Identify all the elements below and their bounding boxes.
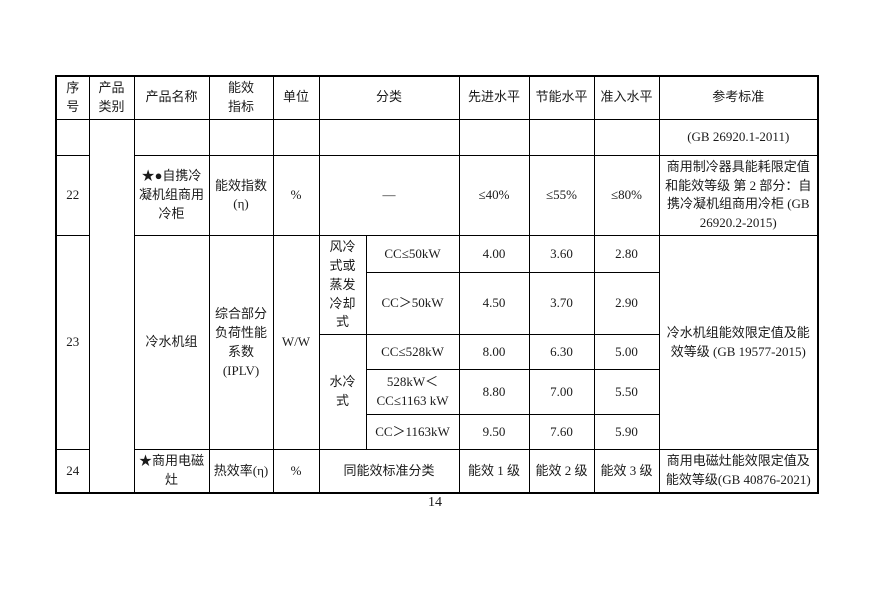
cell-row23-g0r0-range: CC≤50kW <box>365 235 460 274</box>
cell-row22-classification: — <box>318 154 460 237</box>
table-header-row: 序号 产品 类别 产品名称 能效 指标 单位 分类 先进水平 节能水平 准入水平… <box>55 75 819 120</box>
cell-carryover-name <box>133 118 210 156</box>
cell-carryover-entry <box>593 118 660 156</box>
cell-row23-g0r1-range: CC＞50kW <box>365 272 460 336</box>
cell-row23-group0-label: 风冷式或蒸发冷却式 <box>318 235 367 336</box>
cell-row24-unit: % <box>272 449 320 494</box>
cell-row23-indicator: 综合部分负荷性能系数(IPLV) <box>208 235 274 451</box>
cell-row24-reference: 商用电磁灶能效限定值及能效等级(GB 40876-2021) <box>658 449 819 494</box>
cell-row23-g1r1-advanced: 8.80 <box>458 369 530 416</box>
cell-row23-g0r0-entry: 2.80 <box>593 235 660 274</box>
cell-carryover-classification <box>318 118 460 156</box>
header-unit: 单位 <box>272 75 320 120</box>
cell-row24-entry: 能效 3 级 <box>593 449 660 494</box>
cell-row23-g0r1-saving: 3.70 <box>528 272 595 336</box>
cell-row22-index: 22 <box>55 154 90 237</box>
table-row-23-1: 23 冷水机组 综合部分负荷性能系数(IPLV) W/W 风冷式或蒸发冷却式 C… <box>55 235 819 451</box>
header-advanced-level: 先进水平 <box>458 75 530 120</box>
carryover-row: (GB 26920.1-2011) <box>55 118 819 494</box>
cell-row23-g1r2-saving: 7.60 <box>528 414 595 451</box>
header-reference: 参考标准 <box>658 75 819 120</box>
header-saving-level: 节能水平 <box>528 75 595 120</box>
header-entry-level: 准入水平 <box>593 75 660 120</box>
cell-row23-g1r2-range: CC＞1163kW <box>365 414 460 451</box>
table-row-23-2: CC＞50kW 4.50 3.70 2.90 <box>56 272 818 336</box>
cell-row23-g1r1-range: 528kW＜CC≤1163 kW <box>365 369 460 416</box>
cell-row23-g1r0-range: CC≤528kW <box>365 334 460 371</box>
cell-row24-advanced: 能效 1 级 <box>458 449 530 494</box>
cell-row23-index: 23 <box>55 235 90 451</box>
table-row-23-4: 528kW＜CC≤1163 kW 8.80 7.00 5.50 <box>56 369 818 416</box>
table-row-22: 22 ★●自携冷凝机组商用冷柜 能效指数(η) % — ≤40% ≤55% ≤8… <box>55 154 819 237</box>
header-name: 产品名称 <box>133 75 210 120</box>
cell-row24-classification: 同能效标准分类 <box>318 449 460 494</box>
cell-row23-g0r0-saving: 3.60 <box>528 235 595 274</box>
cell-row23-reference: 冷水机组能效限定值及能效等级 (GB 19577-2015) <box>658 235 819 451</box>
cell-row23-unit: W/W <box>272 235 320 451</box>
cell-row22-entry: ≤80% <box>593 154 660 237</box>
cell-product-category <box>88 118 135 494</box>
cell-row23-g1r0-saving: 6.30 <box>528 334 595 371</box>
cell-row23-name: 冷水机组 <box>133 235 210 451</box>
header-category: 产品 类别 <box>88 75 135 120</box>
cell-row24-name: ★商用电磁灶 <box>133 449 210 494</box>
cell-row23-g0r1-entry: 2.90 <box>593 272 660 336</box>
page-number: 14 <box>428 495 442 510</box>
cell-row23-g1r1-saving: 7.00 <box>528 369 595 416</box>
cell-row23-g1r2-advanced: 9.50 <box>458 414 530 451</box>
cell-row23-g1r2-entry: 5.90 <box>593 414 660 451</box>
cell-row22-name: ★●自携冷凝机组商用冷柜 <box>133 154 210 237</box>
cell-row22-unit: % <box>272 154 320 237</box>
energy-efficiency-standards-table: 序号 产品 类别 产品名称 能效 指标 单位 分类 先进水平 节能水平 准入水平… <box>55 75 820 494</box>
cell-row24-indicator: 热效率(η) <box>208 449 274 494</box>
cell-carryover-unit <box>272 118 320 156</box>
header-indicator: 能效 指标 <box>208 75 274 120</box>
cell-row23-g1r0-advanced: 8.00 <box>458 334 530 371</box>
cell-row23-group1-label: 水冷式 <box>318 334 367 451</box>
cell-row23-g0r0-advanced: 4.00 <box>458 235 530 274</box>
table-row-24: 24 ★商用电磁灶 热效率(η) % 同能效标准分类 能效 1 级 能效 2 级… <box>55 449 819 494</box>
header-classification: 分类 <box>318 75 460 120</box>
cell-row22-saving: ≤55% <box>528 154 595 237</box>
cell-row23-g0r1-advanced: 4.50 <box>458 272 530 336</box>
cell-row23-g1r1-entry: 5.50 <box>593 369 660 416</box>
cell-row23-g1r0-entry: 5.00 <box>593 334 660 371</box>
cell-carryover-index <box>55 118 90 156</box>
cell-row22-indicator: 能效指数(η) <box>208 154 274 237</box>
cell-row24-index: 24 <box>55 449 90 494</box>
table-row-23-5: CC＞1163kW 9.50 7.60 5.90 <box>56 414 818 451</box>
cell-carryover-reference: (GB 26920.1-2011) <box>658 118 819 156</box>
cell-carryover-indicator <box>208 118 274 156</box>
cell-carryover-saving <box>528 118 595 156</box>
cell-row22-advanced: ≤40% <box>458 154 530 237</box>
header-index: 序号 <box>55 75 90 120</box>
cell-carryover-advanced <box>458 118 530 156</box>
cell-row22-reference: 商用制冷器具能耗限定值和能效等级 第 2 部分：自携冷凝机组商用冷柜 (GB 2… <box>658 154 819 237</box>
cell-row24-saving: 能效 2 级 <box>528 449 595 494</box>
